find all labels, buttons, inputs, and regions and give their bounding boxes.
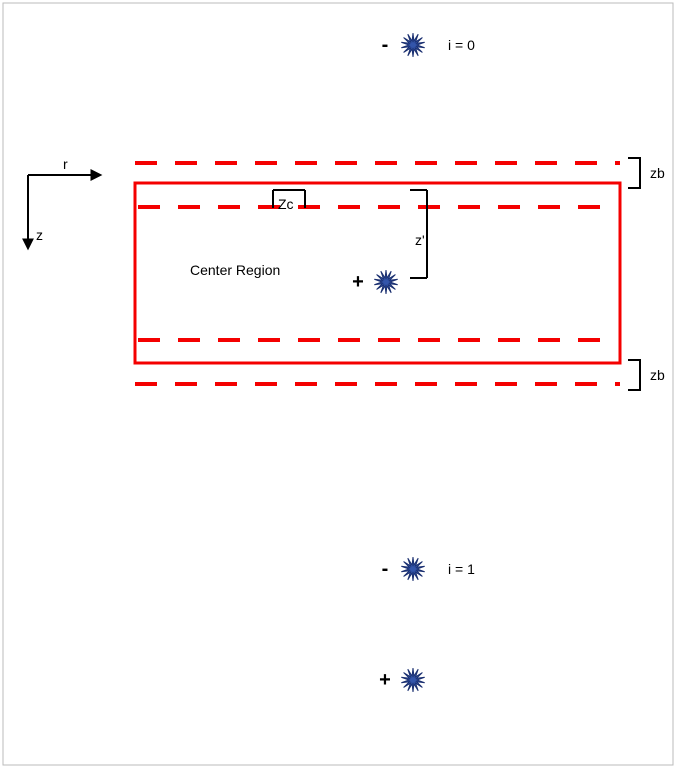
source-sign-0: -	[382, 34, 389, 56]
zb-bracket-0	[628, 158, 640, 188]
diagram-canvas: r z Center Region zb zb Zc z' - i = 0 - i = 1 + +	[0, 0, 676, 768]
zprime-label: z'	[415, 232, 425, 248]
source-sign-2: +	[379, 669, 391, 691]
zb-label-0: zb	[650, 165, 665, 181]
source-label-0: i = 0	[448, 37, 475, 53]
zc-label: Zc	[278, 196, 294, 212]
r-label: r	[63, 156, 68, 172]
source-label-1: i = 1	[448, 561, 475, 577]
z-label: z	[36, 227, 43, 243]
zb-bracket-1	[628, 360, 640, 390]
center-region-label: Center Region	[190, 262, 280, 278]
source-sign-3: +	[352, 271, 364, 293]
source-sign-1: -	[382, 558, 389, 580]
zb-label-1: zb	[650, 367, 665, 383]
